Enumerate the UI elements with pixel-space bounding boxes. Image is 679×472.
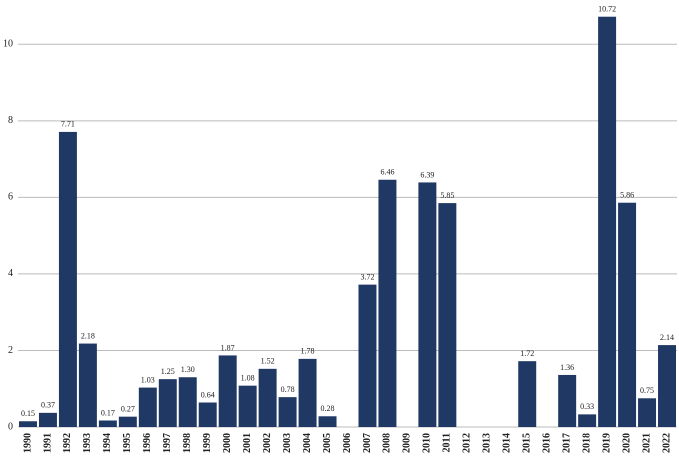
x-tick-label: 2008 — [382, 433, 393, 453]
value-label: 0.64 — [201, 390, 215, 399]
x-tick-label: 1990 — [22, 433, 33, 453]
x-tick-label: 2004 — [302, 433, 313, 453]
bar — [378, 179, 397, 427]
bar — [18, 421, 37, 427]
value-label: 6.46 — [380, 168, 394, 177]
bar — [638, 398, 657, 427]
bar — [38, 412, 57, 427]
bar — [518, 361, 537, 427]
value-label: 0.15 — [21, 409, 35, 418]
x-tick-label: 2011 — [442, 433, 453, 452]
value-label: 1.30 — [181, 365, 195, 374]
value-label: 0.78 — [281, 385, 295, 394]
value-label: 0.27 — [121, 404, 135, 413]
x-tick-label: 2005 — [322, 433, 333, 453]
bar — [218, 355, 237, 427]
x-tick-label: 2019 — [601, 433, 612, 453]
bar — [298, 358, 317, 427]
value-label: 10.72 — [598, 5, 616, 14]
x-tick-label: 2002 — [262, 433, 273, 453]
bar — [258, 368, 277, 427]
y-tick-label: 10 — [3, 39, 13, 50]
x-tick-label: 2012 — [462, 433, 473, 453]
value-label: 1.36 — [560, 363, 574, 372]
x-tick-label: 2022 — [661, 433, 672, 453]
y-tick-label: 6 — [8, 192, 13, 203]
x-tick-label: 2018 — [581, 433, 592, 453]
bar — [158, 379, 177, 427]
x-tick-label: 2010 — [422, 433, 433, 453]
x-tick-label: 2003 — [282, 433, 293, 453]
bar — [578, 414, 597, 427]
x-tick-label: 1998 — [182, 433, 193, 453]
value-label: 5.85 — [440, 191, 454, 200]
bar — [598, 16, 617, 427]
x-tick-label: 1999 — [202, 433, 213, 453]
bar — [278, 397, 297, 427]
bar — [118, 416, 137, 427]
x-tick-label: 2007 — [362, 433, 373, 453]
value-label: 5.86 — [620, 191, 634, 200]
x-tick-label: 1996 — [142, 433, 153, 453]
value-label: 1.72 — [520, 349, 534, 358]
bar — [618, 202, 637, 427]
bar — [58, 131, 77, 427]
value-label: 1.03 — [141, 375, 155, 384]
value-label: 1.87 — [221, 343, 235, 352]
bar — [198, 402, 217, 427]
bar — [238, 385, 257, 427]
x-tick-label: 2020 — [621, 433, 632, 453]
value-label: 0.33 — [580, 402, 594, 411]
value-label: 1.08 — [241, 373, 255, 382]
x-tick-label: 1992 — [62, 433, 73, 453]
value-label: 6.39 — [420, 170, 434, 179]
value-label: 1.25 — [161, 367, 175, 376]
value-label: 3.72 — [360, 272, 374, 281]
value-label: 2.14 — [660, 333, 674, 342]
x-tick-label: 2014 — [502, 433, 513, 453]
x-tick-label: 2009 — [402, 433, 413, 453]
value-label: 0.17 — [101, 408, 115, 417]
x-tick-label: 1995 — [122, 433, 133, 453]
value-label: 1.52 — [261, 357, 275, 366]
bar — [138, 387, 157, 427]
value-label: 1.78 — [301, 347, 315, 356]
x-tick-label: 2017 — [561, 433, 572, 453]
x-tick-label: 1993 — [82, 433, 93, 453]
value-label: 7.71 — [61, 120, 75, 129]
x-tick-label: 2016 — [541, 433, 552, 453]
x-tick-label: 2000 — [222, 433, 233, 453]
y-tick-label: 4 — [8, 268, 13, 279]
y-tick-label: 8 — [8, 115, 13, 126]
value-label: 0.28 — [321, 404, 335, 413]
bar — [418, 182, 437, 427]
x-tick-label: 2001 — [242, 433, 253, 453]
x-tick-label: 2015 — [522, 433, 533, 453]
value-label: 2.18 — [81, 331, 95, 340]
bar — [358, 284, 377, 427]
y-tick-label: 2 — [8, 345, 13, 356]
x-tick-label: 2006 — [342, 433, 353, 453]
x-tick-label: 1997 — [162, 433, 173, 453]
bar — [558, 374, 577, 427]
bar — [78, 343, 97, 427]
x-tick-label: 1994 — [102, 433, 113, 453]
bar — [318, 416, 337, 427]
bar — [178, 377, 197, 427]
y-tick-label: 0 — [8, 421, 13, 432]
value-label: 0.37 — [41, 401, 55, 410]
bar — [438, 203, 457, 427]
x-tick-label: 2013 — [482, 433, 493, 453]
bar — [98, 420, 117, 427]
value-label: 0.75 — [640, 386, 654, 395]
x-tick-label: 1991 — [42, 433, 53, 453]
bar — [658, 345, 677, 427]
x-tick-label: 2021 — [641, 433, 652, 453]
